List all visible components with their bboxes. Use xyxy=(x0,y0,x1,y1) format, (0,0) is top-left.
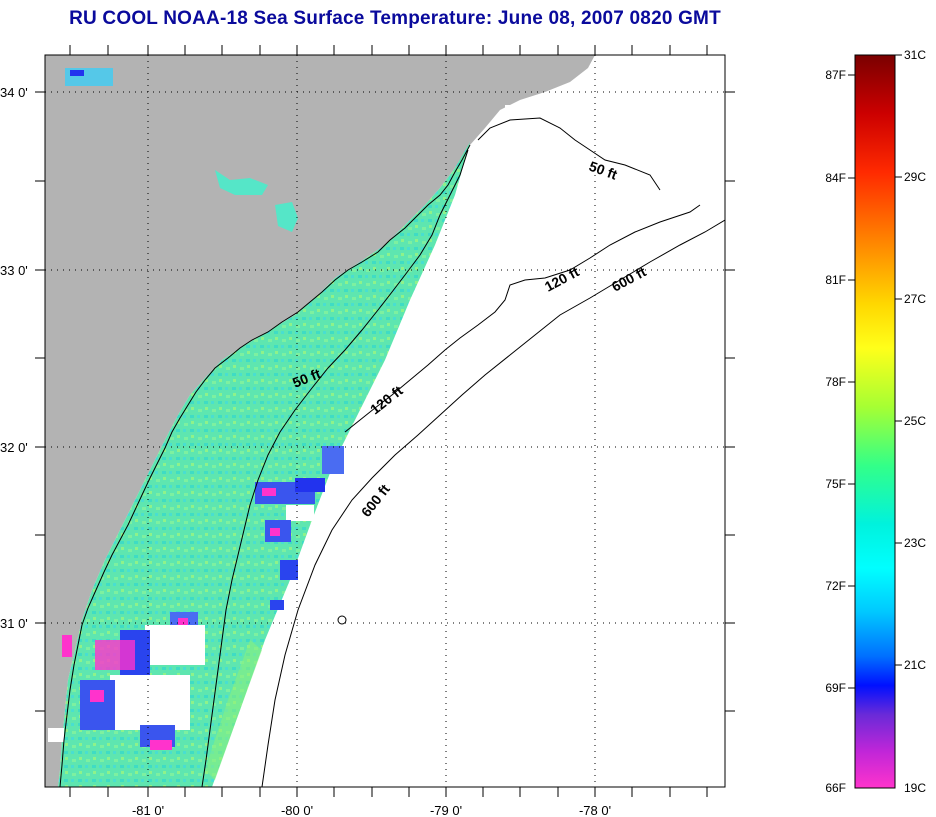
map-frame xyxy=(44,54,726,788)
colorbar-c-31: 31C xyxy=(904,48,926,62)
contour-600ft xyxy=(261,219,725,787)
graticule xyxy=(45,55,725,787)
land-area xyxy=(45,55,595,787)
colorbar-f-81: 81F xyxy=(825,273,846,287)
colorbar-f-84: 84F xyxy=(825,171,846,185)
lon-label-81: -81 0' xyxy=(132,803,164,817)
lon-label-78: -78 0' xyxy=(579,803,611,817)
colorbar-c-29: 29C xyxy=(904,170,926,184)
coastline xyxy=(59,144,471,787)
lat-label-31: 31 0' xyxy=(0,616,28,631)
colorbar-f-87: 87F xyxy=(825,68,846,82)
colorbar-f-75: 75F xyxy=(825,477,846,491)
colorbar-c-25: 25C xyxy=(904,414,926,428)
lat-label-32: 32 0' xyxy=(0,440,28,455)
lon-label-79: -79 0' xyxy=(430,803,462,817)
colorbar-c-23: 23C xyxy=(904,536,926,550)
contour-50ft xyxy=(477,117,661,191)
colorbar xyxy=(854,54,896,789)
lat-label-34: 34 0' xyxy=(0,85,28,100)
cold-patches xyxy=(48,446,344,750)
colorbar-f-72: 72F xyxy=(825,579,846,593)
colorbar-f-69: 69F xyxy=(825,681,846,695)
colorbar-f-66: 66F xyxy=(825,781,846,795)
lat-label-33: 33 0' xyxy=(0,263,28,278)
lon-label-80: -80 0' xyxy=(281,803,313,817)
contour-120ft xyxy=(344,204,701,433)
map-title: RU COOL NOAA-18 Sea Surface Temperature:… xyxy=(69,8,721,29)
colorbar-f-78: 78F xyxy=(825,375,846,389)
colorbar-ticks xyxy=(848,54,902,689)
colorbar-c-19: 19C xyxy=(904,781,926,795)
tick-marks xyxy=(35,45,735,797)
colorbar-c-27: 27C xyxy=(904,292,926,306)
colorbar-c-21: 21C xyxy=(904,658,926,672)
